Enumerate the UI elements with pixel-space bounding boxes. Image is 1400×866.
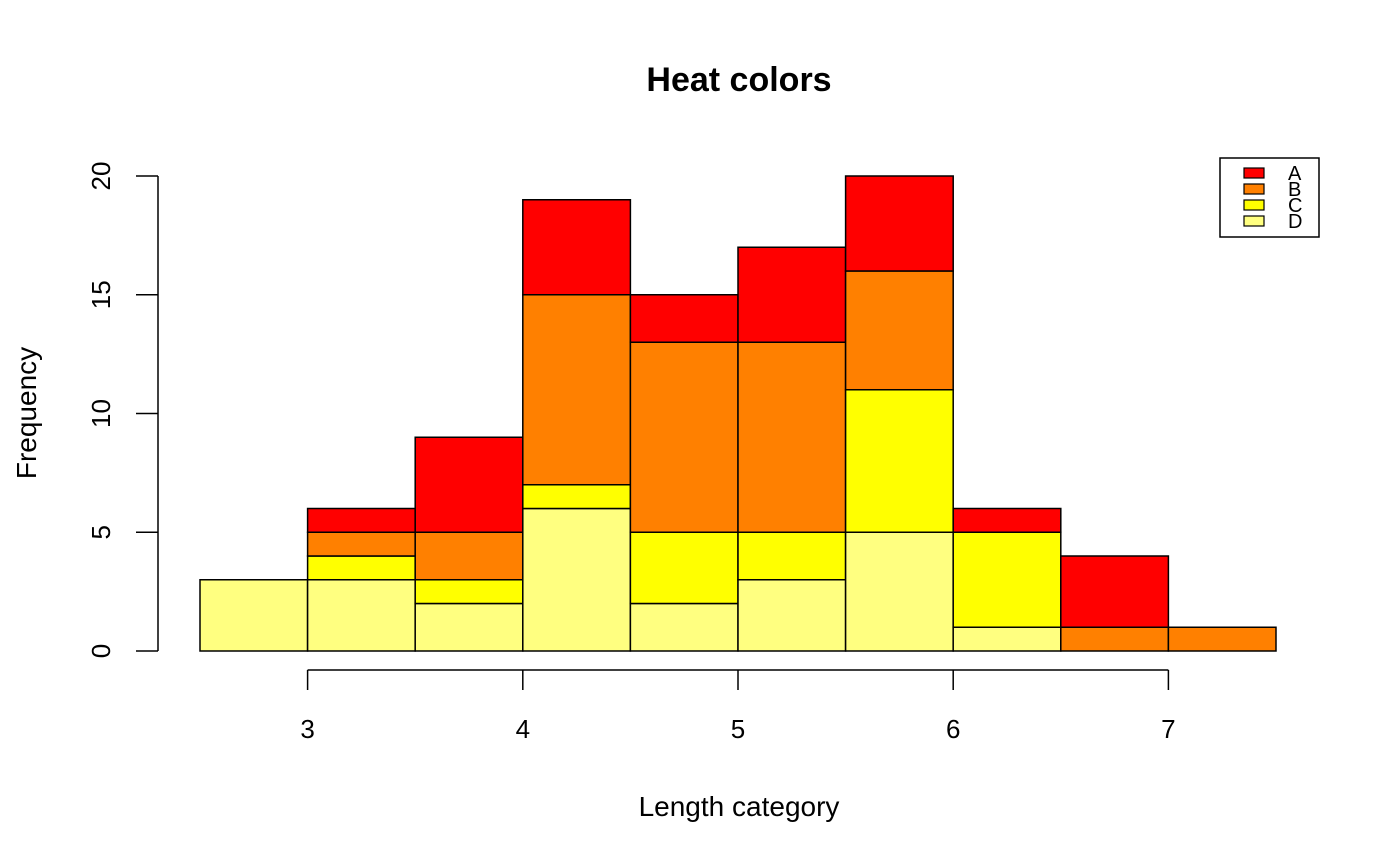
bar-segment-b	[844, 270, 954, 391]
bar-segment-c	[844, 389, 954, 533]
bar-segment-b	[414, 531, 524, 581]
bar-segment-d	[522, 507, 632, 652]
bar-segment-a	[737, 246, 847, 343]
bar-segment-c	[629, 531, 739, 605]
x-axis-label: Length category	[639, 791, 840, 822]
bar-segment-d	[629, 602, 739, 652]
bar-segment-a	[629, 294, 739, 343]
bar-segment-d	[306, 579, 416, 652]
y-axis-label: Frequency	[11, 347, 42, 479]
x-tick-label: 6	[946, 714, 960, 744]
legend-box	[1219, 157, 1320, 238]
legend-swatch-b	[1243, 183, 1265, 195]
legend-label-b: B	[1288, 179, 1301, 201]
y-tick-label: 20	[86, 162, 116, 191]
bar-segment-d	[952, 626, 1062, 652]
bar-segment-a	[844, 175, 954, 272]
legend-label-c: C	[1288, 195, 1302, 217]
y-tick-label: 15	[86, 280, 116, 309]
y-tick-label: 10	[86, 399, 116, 428]
bar-segment-a	[414, 436, 524, 533]
legend-swatch-a	[1243, 167, 1265, 179]
bar-segment-c	[952, 531, 1062, 628]
bar-segment-a	[522, 199, 632, 296]
bar-segment-c	[414, 579, 524, 605]
bar-segment-c	[522, 484, 632, 510]
y-axis: 0 5 10 15 20	[86, 162, 159, 658]
bar-segment-b	[306, 531, 416, 557]
bar-segment-b	[1060, 626, 1170, 652]
bar-segment-a	[952, 507, 1062, 533]
bar-segment-d	[844, 531, 954, 652]
bar-segment-d	[414, 602, 524, 652]
x-tick-label: 4	[516, 714, 530, 744]
bar-segment-c	[306, 555, 416, 581]
bar-segment-b	[522, 294, 632, 486]
x-tick-label: 7	[1161, 714, 1175, 744]
legend-swatch-d	[1243, 215, 1265, 227]
legend-label-d: D	[1288, 211, 1302, 233]
bar-segment-b	[629, 341, 739, 533]
legend-label-a: A	[1288, 163, 1302, 185]
x-axis: 3 4 5 6 7	[300, 669, 1176, 744]
x-tick-label: 3	[300, 714, 314, 744]
x-tick-label: 5	[731, 714, 745, 744]
bar-segment-b	[1167, 626, 1277, 652]
chart-title: Heat colors	[646, 61, 831, 99]
y-tick-label: 5	[86, 525, 116, 539]
legend-swatch-c	[1243, 199, 1265, 211]
bar-segment-a	[306, 507, 416, 533]
bar-segment-a	[1060, 555, 1170, 628]
bars-layer	[199, 175, 1277, 652]
bar-segment-b	[737, 341, 847, 533]
y-tick-label: 0	[86, 644, 116, 658]
bar-segment-d	[737, 579, 847, 652]
bar-segment-d	[199, 579, 309, 652]
bar-segment-c	[737, 531, 847, 581]
